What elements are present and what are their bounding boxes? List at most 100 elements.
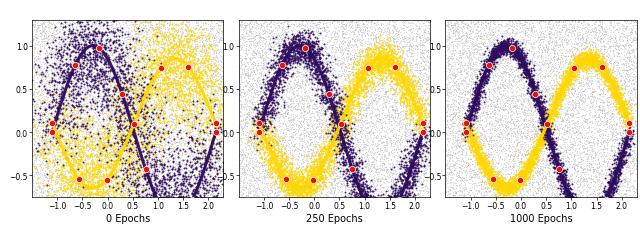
Point xyxy=(465,112,476,116)
Point xyxy=(524,29,534,33)
Point xyxy=(316,50,326,54)
Point xyxy=(300,52,310,55)
Point xyxy=(564,49,575,52)
Point xyxy=(478,106,488,110)
Point xyxy=(397,167,407,171)
Point xyxy=(216,187,226,190)
Point xyxy=(501,50,511,54)
Point xyxy=(116,180,126,184)
Point xyxy=(49,207,59,211)
Point xyxy=(424,39,435,43)
Point xyxy=(609,141,619,144)
Point xyxy=(328,153,339,157)
Point xyxy=(116,88,127,92)
Point xyxy=(177,118,187,122)
Point xyxy=(60,21,70,25)
Point xyxy=(374,53,385,56)
Point xyxy=(472,143,482,147)
Point xyxy=(170,95,180,99)
Point xyxy=(184,61,195,65)
Point xyxy=(138,125,148,129)
Point xyxy=(214,51,224,55)
Point xyxy=(109,144,119,148)
Point xyxy=(567,194,577,198)
Point xyxy=(193,41,204,44)
Point xyxy=(294,181,304,185)
Point xyxy=(287,46,297,50)
Point xyxy=(76,166,86,169)
Point xyxy=(494,97,504,100)
Point xyxy=(314,179,324,182)
Point xyxy=(542,26,552,30)
Point xyxy=(469,138,479,142)
Point xyxy=(312,24,323,28)
Point xyxy=(235,163,245,166)
Point xyxy=(413,104,424,108)
Point xyxy=(480,135,490,139)
Point xyxy=(290,40,300,43)
Point xyxy=(536,93,547,97)
Point xyxy=(449,125,459,128)
Point xyxy=(364,207,374,211)
Point xyxy=(287,40,298,43)
Point xyxy=(196,87,206,91)
Point xyxy=(569,110,579,114)
Point xyxy=(174,34,184,37)
Point xyxy=(403,88,413,91)
Point xyxy=(561,82,571,86)
Point xyxy=(268,90,278,94)
Point xyxy=(378,125,388,129)
Point xyxy=(58,90,68,93)
Point xyxy=(415,165,425,168)
Point xyxy=(531,148,541,152)
Point xyxy=(579,57,589,60)
Point xyxy=(450,136,460,139)
Point xyxy=(577,67,587,71)
Point xyxy=(49,60,60,64)
Point xyxy=(116,36,127,40)
Point xyxy=(602,190,612,194)
Point xyxy=(146,84,156,88)
Point xyxy=(349,120,359,123)
Point xyxy=(405,112,415,116)
Point xyxy=(102,45,112,49)
Point xyxy=(142,172,152,175)
Point xyxy=(286,157,296,160)
Point xyxy=(563,31,573,35)
Point xyxy=(45,44,56,47)
Point xyxy=(273,58,284,61)
Point xyxy=(414,27,424,31)
Point xyxy=(282,209,292,213)
Point xyxy=(612,174,623,177)
Point xyxy=(323,101,333,104)
Point xyxy=(95,101,105,105)
Point xyxy=(557,75,567,79)
Point xyxy=(424,57,434,61)
Point xyxy=(413,179,424,183)
Point xyxy=(95,168,105,172)
Point xyxy=(89,1,99,5)
Point xyxy=(467,152,477,156)
Point xyxy=(296,31,307,35)
Point xyxy=(306,182,316,186)
Point xyxy=(117,166,127,170)
Point xyxy=(118,97,128,100)
Point xyxy=(591,59,602,63)
Point xyxy=(408,58,418,62)
Point xyxy=(551,153,561,157)
Point xyxy=(140,137,150,141)
Point xyxy=(466,104,476,108)
Point xyxy=(326,82,336,86)
Point xyxy=(319,80,330,84)
Point xyxy=(399,209,409,212)
Point xyxy=(524,65,534,68)
Point xyxy=(98,85,108,88)
Point xyxy=(196,70,207,74)
Point xyxy=(383,194,394,197)
Point xyxy=(33,117,44,120)
Point xyxy=(184,98,195,101)
Point xyxy=(340,27,351,31)
Point xyxy=(180,108,190,111)
Point xyxy=(403,152,413,155)
Point xyxy=(384,99,394,103)
